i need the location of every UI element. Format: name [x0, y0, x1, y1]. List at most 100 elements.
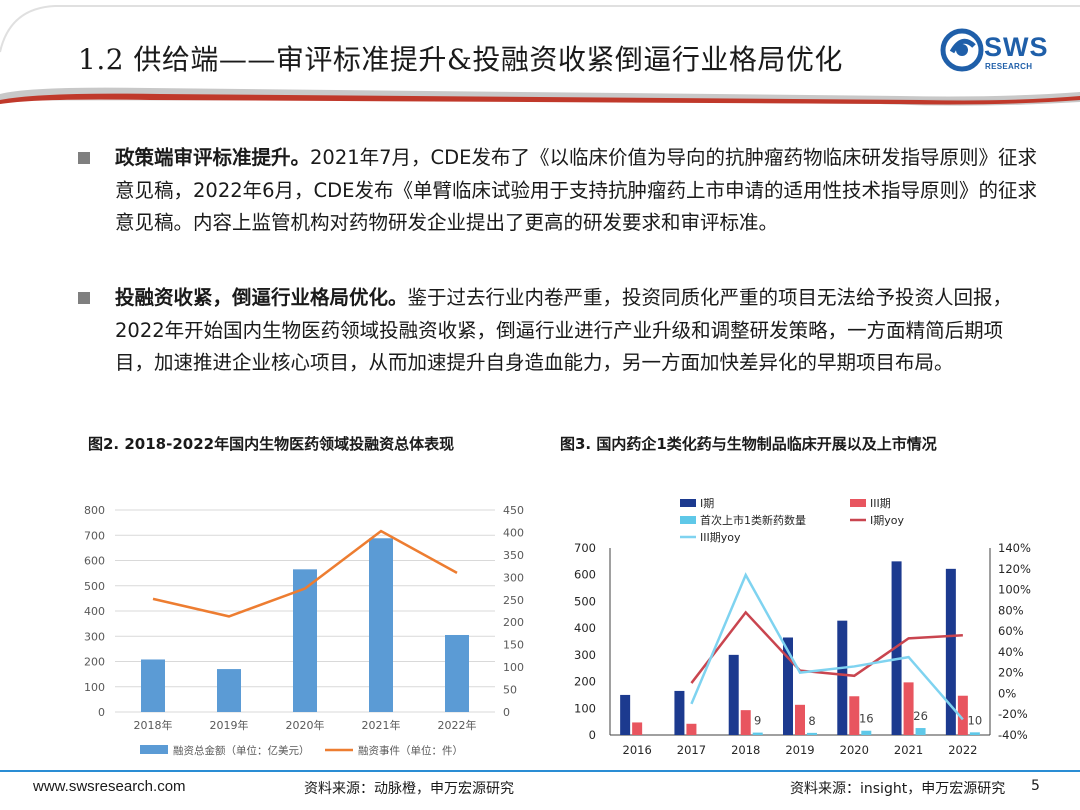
legend-label: 融资总金额（单位：亿美元）	[173, 744, 310, 757]
figure-3-caption: 图3. 国内药企1类化药与生物制品临床开展以及上市情况	[560, 435, 937, 453]
bar-first-launch	[915, 728, 926, 735]
header-swoosh	[0, 5, 1080, 106]
bar-phase1	[674, 690, 685, 735]
bar-phase1	[837, 620, 848, 735]
bar-phase3	[957, 695, 968, 735]
x-tick-label: 2018	[731, 743, 760, 757]
x-tick-label: 2021	[894, 743, 923, 757]
data-label: 26	[913, 709, 928, 723]
sws-logo: SWS RESEARCH	[940, 26, 1060, 76]
left-tick-label: 800	[84, 504, 105, 517]
page-header: 1.2 供给端——审评标准提升&投融资收紧倒逼行业格局优化 SWS RESEAR…	[0, 0, 1080, 112]
financing-chart: 0 100 200 300 400 500 600 700 800 0 50 100 150 200 250…	[70, 495, 540, 770]
right-tick-label: 80%	[998, 603, 1024, 617]
x-tick-label: 2018年	[134, 718, 173, 732]
clinical-chart-svg: 0 100 200 300 400 500 600 700 -40% -20% 0% 20% 40% 60…	[574, 497, 1031, 757]
right-tick-label: -40%	[998, 728, 1028, 742]
bar	[445, 634, 469, 712]
bar-phase1	[783, 637, 793, 735]
footer-divider	[0, 770, 1080, 772]
bar-phase3	[632, 722, 643, 735]
right-tick-label: 140%	[998, 541, 1031, 555]
bar-phase3	[686, 723, 697, 735]
left-tick-label: 400	[84, 605, 105, 618]
left-tick-label: 0	[98, 706, 105, 719]
x-tick-label: 2021年	[362, 718, 401, 732]
bullet-square-icon	[78, 152, 90, 164]
right-tick-label: 120%	[998, 562, 1031, 576]
right-tick-label: 350	[503, 549, 524, 562]
right-tick-label: 50	[503, 684, 517, 697]
bullet-body: 鉴于过去行业内卷严重，投资同质化严重的项目无法给予投资人回报，2022年开始国内…	[115, 286, 1013, 374]
bar-phase3	[740, 710, 751, 735]
bar-phase1	[945, 568, 956, 735]
bar-phase1	[620, 694, 631, 735]
logo-text: SWS	[984, 32, 1049, 62]
bullet-text: 投融资收紧，倒逼行业格局优化。鉴于过去行业内卷严重，投资同质化严重的项目无法给予…	[115, 282, 1040, 380]
x-tick-label: 2022	[948, 743, 977, 757]
x-tick-label: 2020年	[286, 718, 325, 732]
right-tick-label: 400	[503, 526, 524, 539]
left-tick-label: 700	[574, 541, 596, 555]
right-tick-label: 450	[503, 504, 524, 517]
bar-first-launch	[969, 732, 980, 735]
bar	[217, 669, 241, 712]
bar-first-launch	[861, 730, 872, 735]
right-tick-label: 60%	[998, 624, 1024, 638]
bar	[369, 538, 393, 712]
legend-swatch	[680, 516, 696, 524]
legend-label: III期yoy	[700, 531, 741, 544]
left-tick-label: 300	[574, 648, 596, 662]
bullet-financing: 投融资收紧，倒逼行业格局优化。鉴于过去行业内卷严重，投资同质化严重的项目无法给予…	[78, 282, 1038, 412]
left-tick-label: 600	[574, 568, 596, 582]
bar-phase1	[891, 561, 902, 735]
left-tick-label: 700	[84, 529, 105, 542]
bullet-heading: 投融资收紧，倒逼行业格局优化。	[115, 286, 408, 309]
x-tick-label: 2017	[677, 743, 706, 757]
bar-first-launch	[752, 732, 763, 735]
left-tick-label: 400	[574, 621, 596, 635]
right-tick-label: 0	[503, 706, 510, 719]
footer-source-left: 资料来源：动脉橙，申万宏源研究	[304, 781, 514, 797]
footer-source-right: 资料来源：insight，申万宏源研究	[790, 781, 1006, 797]
right-tick-label: 300	[503, 571, 524, 584]
right-tick-label: 150	[503, 639, 524, 652]
left-tick-label: 100	[84, 681, 105, 694]
right-tick-label: 40%	[998, 645, 1024, 659]
financing-chart-svg: 0 100 200 300 400 500 600 700 800 0 50 100 150 200 250…	[84, 504, 524, 757]
page-number: 5	[1031, 778, 1040, 794]
left-tick-label: 600	[84, 555, 105, 568]
x-tick-label: 2022年	[438, 718, 477, 732]
bar	[141, 659, 165, 712]
series-line	[690, 610, 963, 684]
bar-phase3	[903, 682, 914, 735]
data-label: 16	[859, 712, 874, 726]
page-title: 1.2 供给端——审评标准提升&投融资收紧倒逼行业格局优化	[78, 43, 843, 76]
left-tick-label: 200	[574, 675, 596, 689]
left-tick-label: 500	[574, 594, 596, 608]
legend-swatch-bar	[140, 745, 168, 754]
right-tick-label: 250	[503, 594, 524, 607]
clinical-chart: 0 100 200 300 400 500 600 700 -40% -20% 0% 20% 40% 60…	[560, 495, 1080, 770]
footer-url[interactable]: www.swsresearch.com	[33, 778, 186, 795]
legend-swatch	[850, 499, 866, 507]
series-line	[152, 529, 458, 618]
bullet-text: 政策端审评标准提升。2021年7月，CDE发布了《以临床价值为导向的抗肿瘤药物临…	[115, 142, 1040, 240]
bar-phase1	[728, 654, 739, 735]
bar-phase3	[849, 696, 860, 735]
right-tick-label: 200	[503, 616, 524, 629]
x-tick-label: 2020	[840, 743, 869, 757]
right-tick-label: -20%	[998, 707, 1028, 721]
data-label: 10	[968, 713, 983, 727]
bar-phase3	[795, 704, 805, 735]
series-line	[690, 572, 964, 721]
legend-label: I期yoy	[870, 514, 904, 527]
logo-mark-icon	[940, 28, 984, 72]
legend-label: 融资事件（单位：件）	[358, 744, 463, 757]
legend-label: I期	[700, 497, 714, 510]
right-tick-label: 20%	[998, 666, 1024, 680]
figure-2-caption: 图2. 2018-2022年国内生物医药领域投融资总体表现	[88, 435, 455, 453]
left-tick-label: 300	[84, 630, 105, 643]
x-tick-label: 2019年	[210, 718, 249, 732]
legend-label: 首次上市1类新药数量	[700, 513, 806, 527]
